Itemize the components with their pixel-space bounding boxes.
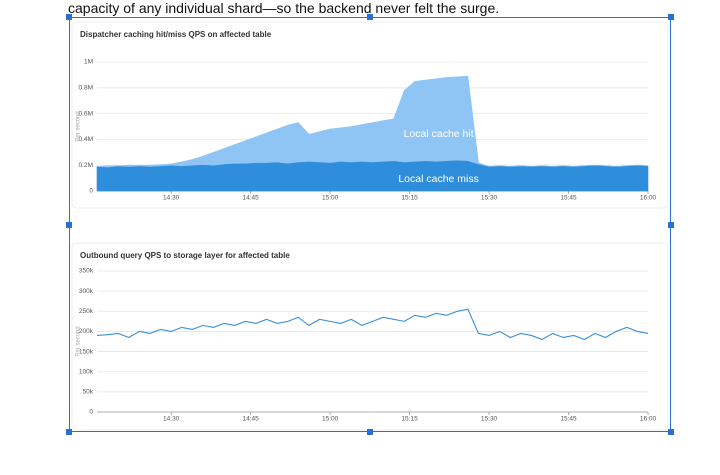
y-axis-label: Per second [76, 111, 82, 141]
x-tick-label: 14:45 [243, 195, 260, 202]
y-tick-label: 1M [84, 59, 93, 66]
y-tick-label: 300k [79, 288, 94, 295]
chart-title: Dispatcher caching hit/miss QPS on affec… [80, 30, 272, 39]
x-tick-label: 15:30 [481, 416, 498, 423]
x-tick-label: 15:30 [481, 195, 498, 202]
y-tick-label: 250k [79, 308, 94, 315]
y-tick-label: 350k [79, 268, 94, 275]
y-tick-label: 0 [89, 188, 93, 195]
selection-handles[interactable] [66, 14, 674, 435]
y-tick-label: 0.2M [79, 162, 93, 169]
y-tick-label: 50k [83, 389, 94, 396]
x-tick-label: 16:00 [640, 195, 657, 202]
y-axis-label: Per second [76, 326, 82, 356]
area-label: Local cache hit [404, 128, 474, 140]
area [96, 75, 649, 168]
line [96, 308, 649, 341]
y-tick-label: 150k [79, 348, 94, 355]
x-tick-label: 15:15 [401, 195, 418, 202]
y-tick-label: 0.8M [79, 85, 93, 92]
document-text: capacity of any individual shard—so the … [68, 0, 500, 16]
y-tick-label: 200k [79, 328, 94, 335]
x-tick-label: 15:45 [560, 416, 577, 423]
x-tick-label: 14:30 [163, 416, 180, 423]
y-tick-label: 100k [79, 368, 94, 375]
x-tick-label: 14:30 [163, 195, 180, 202]
x-tick-label: 15:15 [401, 416, 418, 423]
x-tick-label: 16:00 [640, 416, 657, 423]
y-tick-label: 0.6M [79, 110, 93, 117]
x-tick-label: 15:00 [322, 195, 339, 202]
x-tick-label: 15:00 [322, 416, 339, 423]
x-tick-label: 15:45 [560, 195, 577, 202]
area-label: Local cache miss [398, 173, 479, 185]
y-tick-label: 0 [89, 409, 93, 416]
y-tick-label: 0.4M [79, 136, 93, 143]
x-tick-label: 14:45 [243, 416, 260, 423]
chart-title: Outbound query QPS to storage layer for … [80, 251, 290, 260]
